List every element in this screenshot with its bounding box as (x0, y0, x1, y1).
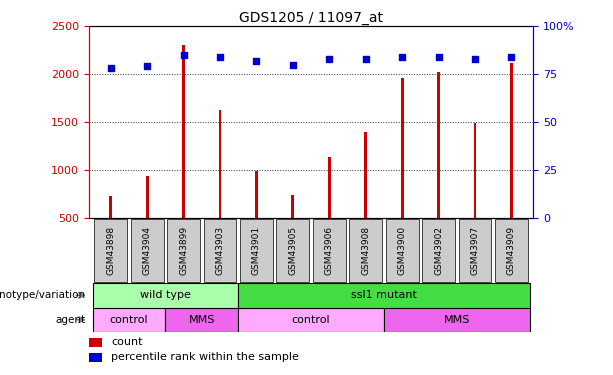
Text: GSM43908: GSM43908 (361, 226, 370, 275)
Bar (437, 72, 440, 217)
FancyBboxPatch shape (313, 219, 346, 282)
Bar (109, 196, 112, 217)
Bar (238, 308, 384, 332)
Point (142, 63, 152, 69)
Text: count: count (111, 337, 143, 347)
Bar (474, 123, 476, 218)
Text: MMS: MMS (189, 315, 215, 325)
Text: wild type: wild type (140, 290, 191, 300)
Bar (255, 171, 258, 217)
Point (506, 54, 516, 60)
Point (324, 56, 334, 62)
Bar (89, 338, 102, 347)
Bar (510, 63, 513, 217)
FancyBboxPatch shape (349, 219, 382, 282)
FancyBboxPatch shape (386, 219, 419, 282)
Bar (401, 78, 403, 218)
Text: MMS: MMS (444, 315, 470, 325)
Bar (89, 352, 102, 362)
FancyBboxPatch shape (204, 219, 237, 282)
Text: genotype/variation: genotype/variation (0, 290, 86, 300)
Point (397, 54, 407, 60)
Bar (364, 132, 367, 218)
Text: GSM43900: GSM43900 (398, 226, 406, 275)
Point (106, 65, 116, 71)
Text: control: control (292, 315, 330, 325)
FancyBboxPatch shape (495, 219, 528, 282)
Bar (93, 308, 166, 332)
Text: GSM43906: GSM43906 (325, 226, 334, 275)
FancyBboxPatch shape (276, 219, 310, 282)
Bar (93, 283, 238, 308)
Text: GSM43899: GSM43899 (179, 226, 188, 275)
FancyBboxPatch shape (459, 219, 492, 282)
Point (288, 62, 298, 68)
Text: GSM43901: GSM43901 (252, 226, 261, 275)
FancyBboxPatch shape (240, 219, 273, 282)
Text: GSM43905: GSM43905 (288, 226, 297, 275)
Point (433, 54, 443, 60)
Bar (182, 45, 185, 218)
Bar (384, 308, 530, 332)
Text: agent: agent (56, 315, 86, 325)
Text: GSM43904: GSM43904 (143, 226, 151, 275)
Text: GSM43903: GSM43903 (216, 226, 224, 275)
Text: percentile rank within the sample: percentile rank within the sample (111, 352, 299, 362)
Point (179, 52, 189, 58)
Bar (146, 176, 148, 218)
Point (251, 58, 261, 64)
Point (470, 56, 480, 62)
Point (361, 56, 371, 62)
Bar (238, 283, 530, 308)
FancyBboxPatch shape (422, 219, 455, 282)
Text: control: control (110, 315, 148, 325)
Text: GSM43909: GSM43909 (507, 226, 516, 275)
Bar (328, 157, 331, 218)
Title: GDS1205 / 11097_at: GDS1205 / 11097_at (239, 11, 383, 25)
FancyBboxPatch shape (131, 219, 164, 282)
Bar (219, 110, 221, 218)
Text: GSM43907: GSM43907 (471, 226, 479, 275)
FancyBboxPatch shape (167, 219, 200, 282)
Text: GSM43898: GSM43898 (106, 226, 115, 275)
Text: GSM43902: GSM43902 (434, 226, 443, 275)
Bar (166, 308, 238, 332)
Point (215, 54, 225, 60)
Bar (291, 195, 294, 217)
FancyBboxPatch shape (94, 219, 127, 282)
Text: ssl1 mutant: ssl1 mutant (351, 290, 417, 300)
